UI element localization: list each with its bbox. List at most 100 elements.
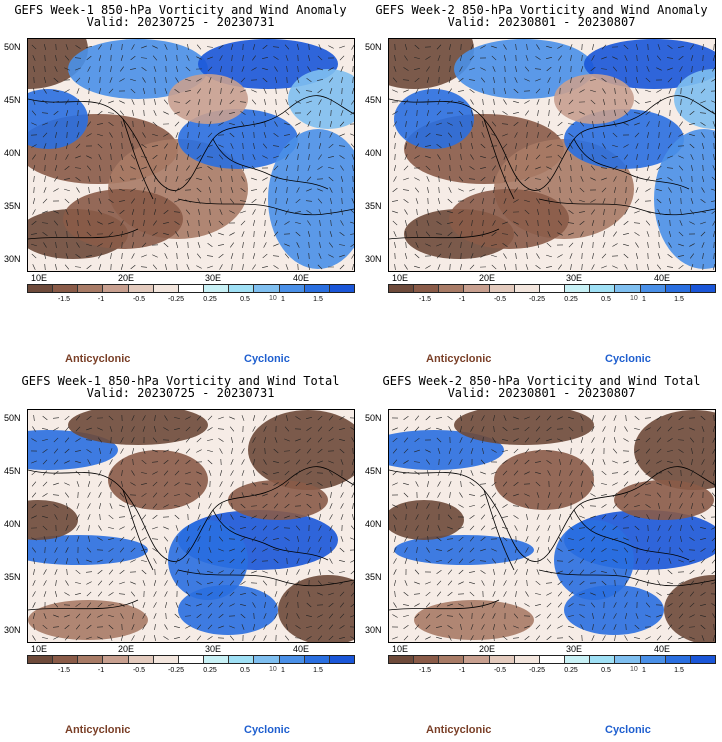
lon-label: 10E — [392, 644, 409, 654]
lat-label: 30N — [4, 254, 21, 264]
lon-label: 10E — [31, 644, 48, 654]
colorbar-tick: 1 — [642, 667, 646, 674]
colorbar-swatch — [389, 656, 415, 663]
colorbar-swatch — [78, 285, 104, 292]
colorbar-swatch — [178, 656, 205, 663]
map-canvas — [389, 410, 715, 642]
colorbar-unit: 10 — [269, 295, 277, 302]
colorbar-tick: -0.25 — [529, 667, 545, 674]
lat-label: 50N — [365, 42, 382, 52]
lon-label: 30E — [566, 644, 583, 654]
panel-valid-dates: Valid: 20230801 - 20230807 — [447, 15, 636, 29]
panel-week2-total: GEFS Week-2 850-hPa Vorticity and Wind T… — [361, 371, 722, 742]
colorbar-unit: 10 — [630, 295, 638, 302]
cyclonic-label: Cyclonic — [605, 724, 651, 736]
panel-week1-total: GEFS Week-1 850-hPa Vorticity and Wind T… — [0, 371, 361, 742]
colorbar-tick: -0.25 — [168, 296, 184, 303]
colorbar-swatch — [615, 656, 641, 663]
lon-label: 30E — [205, 644, 222, 654]
lat-label: 40N — [4, 519, 21, 529]
colorbar-swatch — [414, 656, 440, 663]
colorbar-swatch — [229, 656, 255, 663]
vorticity-map — [388, 409, 716, 643]
colorbar-swatch — [78, 656, 104, 663]
colorbar-tick: 1 — [281, 667, 285, 674]
lon-label: 40E — [293, 644, 310, 654]
colorbar — [27, 655, 355, 664]
lon-label: 40E — [654, 273, 671, 283]
lat-label: 40N — [365, 148, 382, 158]
colorbar-swatch — [128, 656, 154, 663]
panel-week1-anomaly: GEFS Week-1 850-hPa Vorticity and Wind A… — [0, 0, 361, 371]
colorbar-swatch — [464, 285, 490, 292]
colorbar-swatch — [439, 656, 465, 663]
colorbar-swatch — [389, 285, 415, 292]
lat-label: 50N — [4, 413, 21, 423]
colorbar-tick: 0.5 — [240, 667, 250, 674]
colorbar-swatch — [640, 285, 666, 292]
lon-label: 30E — [566, 273, 583, 283]
colorbar-tick: -1.5 — [57, 296, 71, 303]
lat-label: 45N — [4, 95, 21, 105]
colorbar-swatch — [665, 656, 691, 663]
colorbar-tick: -1 — [97, 296, 105, 303]
lon-label: 40E — [654, 644, 671, 654]
colorbar-swatch — [514, 285, 540, 292]
colorbar-tick: -1.5 — [418, 667, 432, 674]
colorbar-tick: 1.5 — [313, 667, 323, 674]
colorbar-swatch — [489, 285, 515, 292]
anticyclonic-label: Anticyclonic — [426, 353, 492, 365]
colorbar-swatch — [539, 656, 566, 663]
colorbar — [388, 655, 716, 664]
colorbar-tick: -1.5 — [57, 667, 71, 674]
cyclonic-label: Cyclonic — [244, 724, 290, 736]
colorbar-swatch — [414, 285, 440, 292]
colorbar-tick: -0.5 — [493, 667, 507, 674]
colorbar-swatch — [304, 656, 330, 663]
colorbar — [27, 284, 355, 293]
colorbar-swatch — [464, 656, 490, 663]
colorbar-swatch — [329, 285, 355, 292]
colorbar-unit: 10 — [630, 666, 638, 673]
colorbar-swatch — [690, 285, 716, 292]
cyclonic-label: Cyclonic — [244, 353, 290, 365]
vorticity-map — [388, 38, 716, 272]
panel-title: GEFS Week-2 850-hPa Vorticity and Wind A… — [375, 3, 708, 17]
lat-label: 40N — [4, 148, 21, 158]
anticyclonic-label: Anticyclonic — [426, 724, 492, 736]
colorbar-swatch — [514, 656, 540, 663]
colorbar-swatch — [279, 285, 305, 292]
colorbar-swatch — [489, 656, 515, 663]
panel-title: GEFS Week-2 850-hPa Vorticity and Wind T… — [382, 374, 701, 388]
colorbar-swatch — [565, 285, 591, 292]
panel-valid-dates: Valid: 20230801 - 20230807 — [447, 386, 636, 400]
colorbar-swatch — [329, 656, 355, 663]
colorbar-swatch — [279, 656, 305, 663]
colorbar-tick: 0.25 — [564, 296, 578, 303]
colorbar-swatch — [640, 656, 666, 663]
lat-label: 30N — [4, 625, 21, 635]
colorbar-swatch — [103, 285, 129, 292]
colorbar-tick: 1 — [642, 296, 646, 303]
colorbar-swatch — [229, 285, 255, 292]
panel-valid-dates: Valid: 20230725 - 20230731 — [86, 386, 275, 400]
colorbar-swatch — [53, 285, 79, 292]
colorbar-swatch — [539, 285, 566, 292]
lat-label: 45N — [365, 466, 382, 476]
lon-label: 20E — [118, 644, 135, 654]
colorbar-tick: 0.25 — [564, 667, 578, 674]
colorbar-unit: 10 — [269, 666, 277, 673]
panel-valid-dates: Valid: 20230725 - 20230731 — [86, 15, 275, 29]
colorbar-tick: 0.5 — [601, 667, 611, 674]
lat-label: 35N — [4, 572, 21, 582]
colorbar-tick: -0.25 — [168, 667, 184, 674]
lat-label: 50N — [365, 413, 382, 423]
panel-week2-anomaly: GEFS Week-2 850-hPa Vorticity and Wind A… — [361, 0, 722, 371]
colorbar-tick: 1.5 — [674, 667, 684, 674]
lon-label: 40E — [293, 273, 310, 283]
colorbar-tick: 0.25 — [203, 296, 217, 303]
colorbar-tick: 1 — [281, 296, 285, 303]
colorbar-swatch — [128, 285, 154, 292]
lon-label: 20E — [479, 273, 496, 283]
vorticity-map — [27, 409, 355, 643]
